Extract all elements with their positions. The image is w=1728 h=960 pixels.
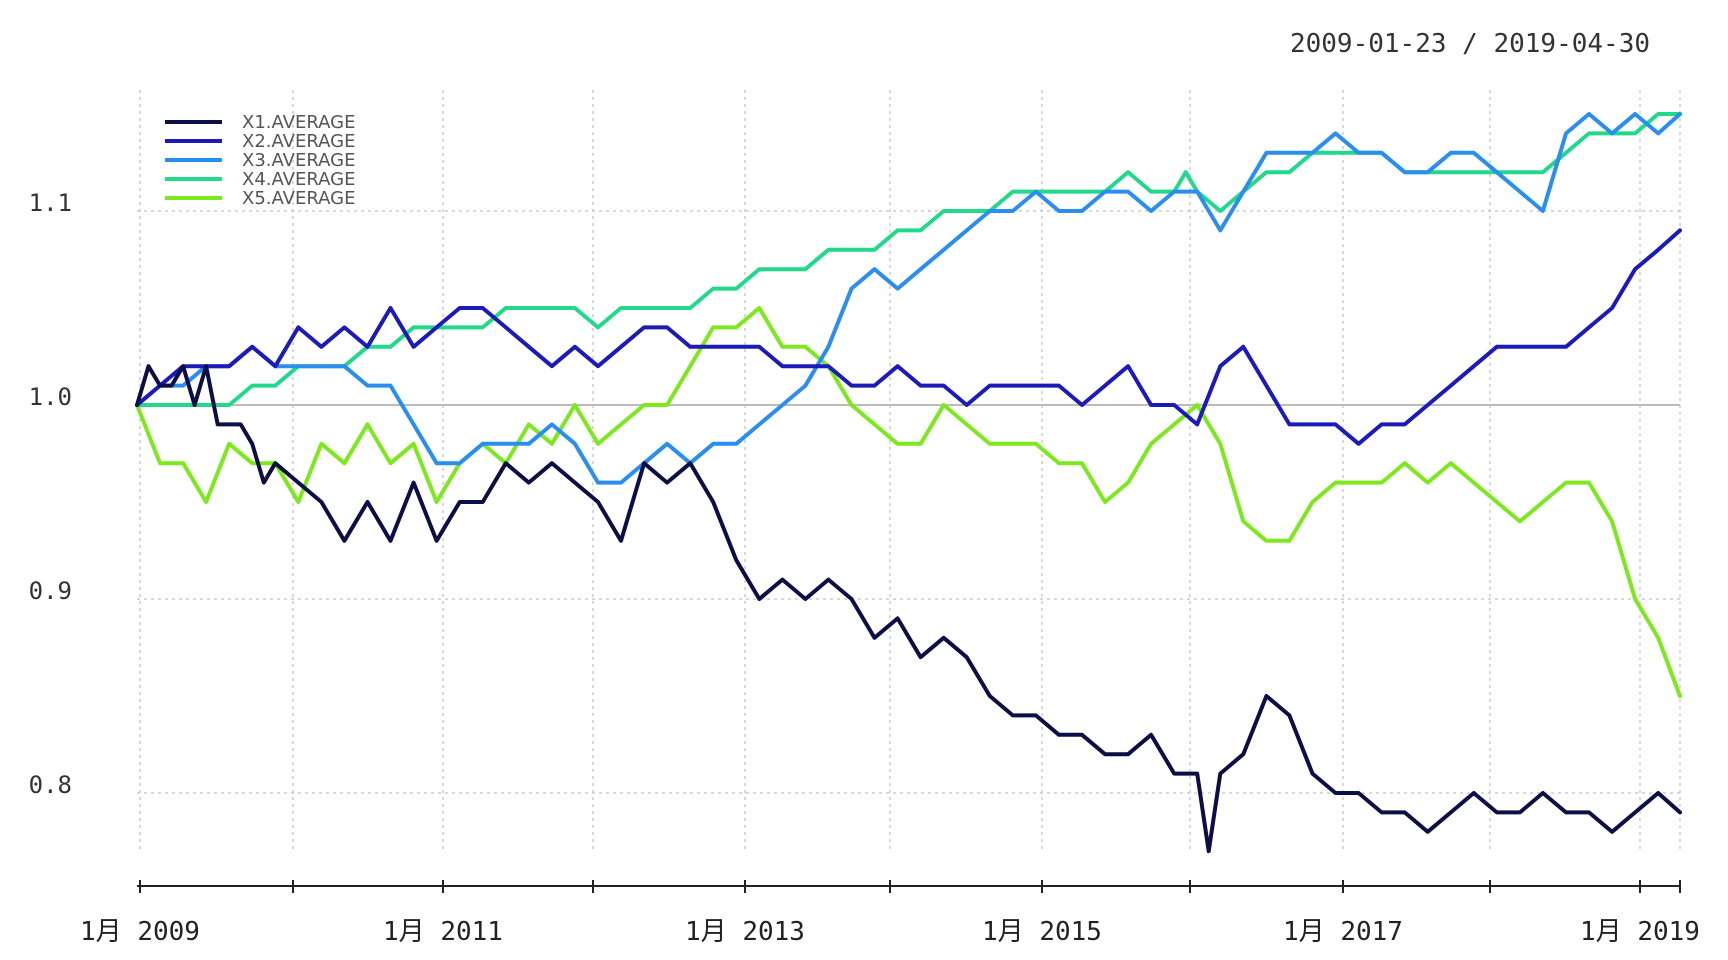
legend-label: X5.AVERAGE	[242, 188, 355, 209]
x-tick-label: 1月 2013	[685, 917, 805, 947]
x-tick-label: 1月 2011	[383, 917, 503, 947]
x-tick-label: 1月 2017	[1283, 917, 1403, 947]
series-line-x5-average	[135, 306, 1682, 698]
legend: X1.AVERAGE X2.AVERAGE X3.AVERAGE X4.AVER…	[165, 112, 355, 209]
x-tick-label: 1月 2019	[1580, 917, 1700, 947]
y-axis: 0.8 0.9 1.0 1.1	[29, 189, 72, 799]
y-tick-label: 0.9	[29, 577, 72, 605]
x-axis: 1月 2009 1月 2011 1月 2013 1月 2015 1月 2017 …	[80, 880, 1700, 947]
legend-label: X2.AVERAGE	[242, 131, 355, 152]
y-tick-label: 1.0	[29, 383, 72, 411]
series-line-x1-average	[135, 364, 1682, 854]
x-tick-label: 1月 2015	[982, 917, 1102, 947]
series-line-x2-average	[135, 228, 1682, 446]
y-tick-label: 0.8	[29, 771, 72, 799]
series-lines	[135, 112, 1682, 854]
legend-label: X3.AVERAGE	[242, 150, 355, 171]
y-tick-label: 1.1	[29, 189, 72, 217]
x-tick-marks	[139, 880, 1681, 893]
period-label: 2009-01-23 / 2019-04-30	[1290, 29, 1650, 59]
legend-label: X1.AVERAGE	[242, 112, 355, 133]
x-tick-label: 1月 2009	[80, 917, 200, 947]
legend-label: X4.AVERAGE	[242, 169, 355, 190]
series-line-x3-average	[135, 112, 1682, 485]
